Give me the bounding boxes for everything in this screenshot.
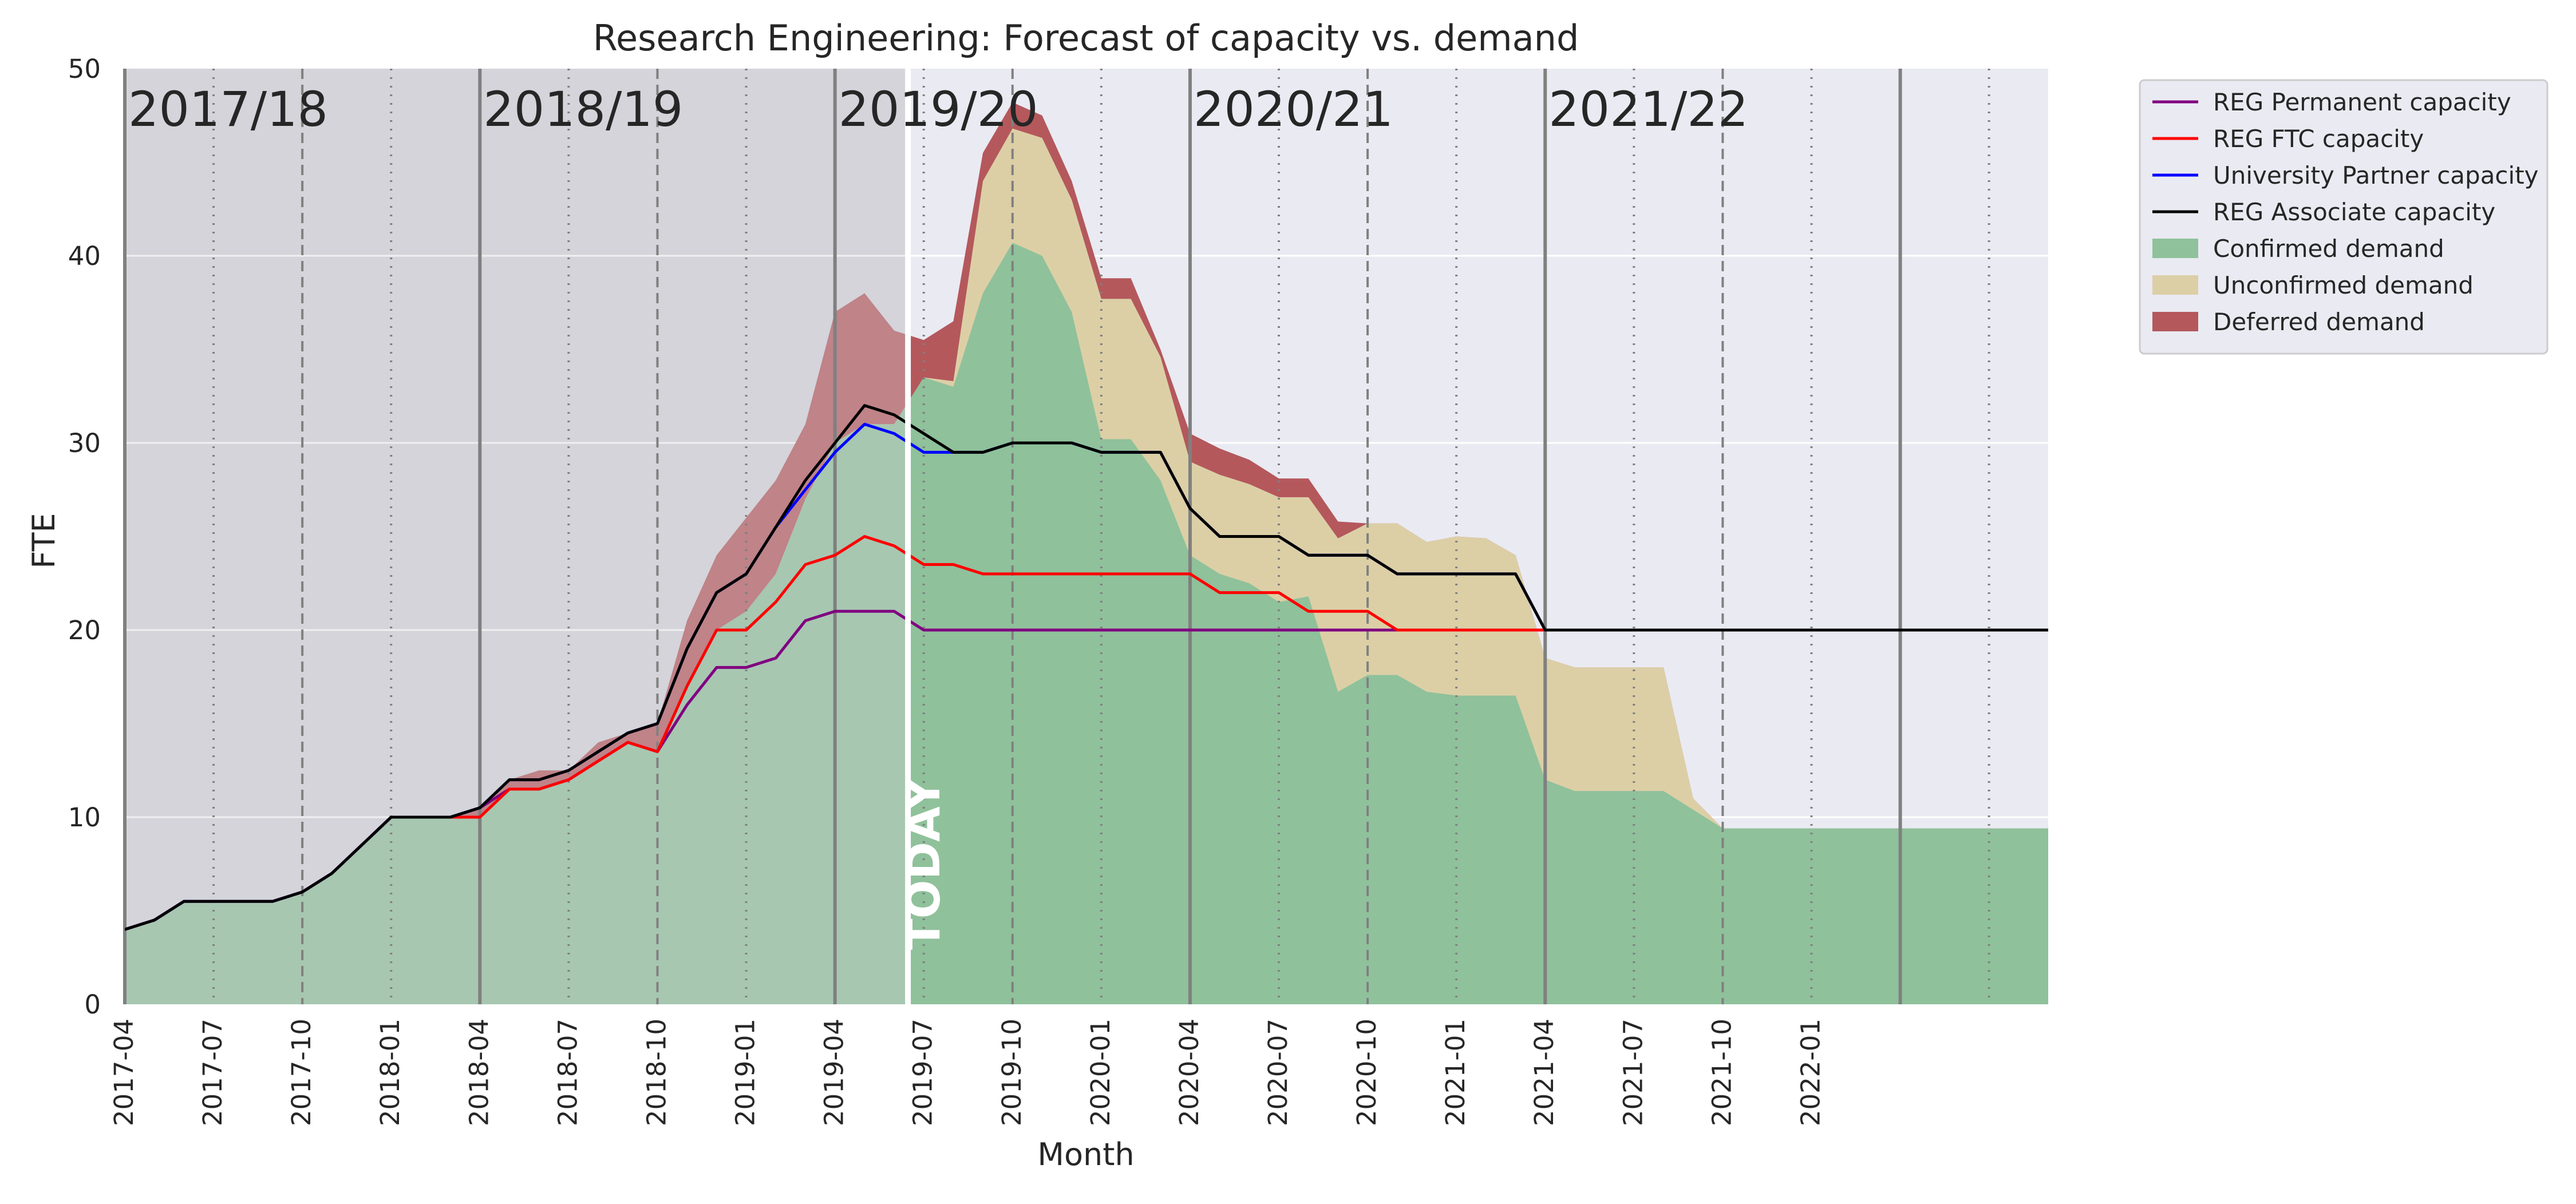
legend-item: REG Associate capacity (2152, 198, 2495, 226)
today-label: TODAY (897, 777, 950, 950)
legend-box (2139, 79, 2549, 355)
financial-year-label: 2019/20 (839, 81, 1038, 137)
x-tick-label: 2018-04 (464, 1019, 494, 1126)
x-tick-label: 2017-07 (197, 1019, 228, 1126)
legend-label: REG Associate capacity (2213, 198, 2495, 226)
x-tick-label: 2019-10 (997, 1019, 1027, 1126)
financial-year-label: 2017/18 (128, 81, 328, 137)
legend-label: Confirmed demand (2213, 235, 2444, 263)
demand-areas (125, 102, 2048, 1004)
y-tick-label: 20 (68, 615, 101, 645)
financial-year-label: 2020/21 (1194, 81, 1393, 137)
x-tick-label: 2018-10 (641, 1019, 671, 1126)
legend-label: Unconfirmed demand (2213, 271, 2474, 299)
line-reg-associate-capacity (125, 404, 2048, 931)
x-tick-label: 2022-01 (1795, 1019, 1826, 1126)
legend-swatch-deferred-demand (2152, 312, 2198, 331)
y-tick-label: 50 (68, 54, 101, 84)
y-tick-label: 30 (68, 428, 101, 458)
legend-item: Confirmed demand (2152, 235, 2444, 263)
legend-item: Unconfirmed demand (2152, 271, 2474, 299)
legend-label: University Partner capacity (2213, 161, 2539, 189)
x-tick-label: 2019-07 (908, 1019, 938, 1126)
x-tick-label: 2017-10 (286, 1019, 317, 1126)
x-tick-label: 2019-01 (730, 1019, 761, 1126)
financial-year-label: 2018/19 (483, 81, 683, 137)
x-tick-label: 2017-04 (109, 1019, 139, 1126)
y-tick-label: 40 (68, 241, 101, 271)
x-tick-label: 2020-07 (1263, 1019, 1293, 1126)
legend-item: REG FTC capacity (2152, 125, 2424, 153)
legend-swatch-unconfirmed-demand (2152, 275, 2198, 295)
financial-year-label: 2021/22 (1548, 81, 1748, 137)
area-confirmed-demand (125, 243, 2048, 1004)
x-tick-label: 2021-04 (1529, 1019, 1559, 1126)
legend-item: University Partner capacity (2152, 161, 2539, 189)
y-tick-label: 0 (84, 989, 101, 1020)
x-tick-label: 2020-01 (1085, 1019, 1116, 1126)
legend-label: REG Permanent capacity (2213, 88, 2511, 116)
past-shaded-overlay (125, 69, 908, 1004)
x-tick-label: 2021-10 (1706, 1019, 1737, 1126)
legend-swatch-confirmed-demand (2152, 239, 2198, 258)
x-tick-label: 2021-01 (1440, 1019, 1471, 1126)
y-tick-label: 10 (68, 802, 101, 833)
legend-label: Deferred demand (2213, 308, 2425, 336)
x-axis-label: Month (1037, 1136, 1134, 1173)
legend-item: REG Permanent capacity (2152, 88, 2511, 116)
legend-item: Deferred demand (2152, 308, 2425, 336)
x-tick-label: 2018-07 (552, 1019, 583, 1126)
capacity-lines (125, 404, 2048, 931)
x-tick-label: 2020-10 (1352, 1019, 1382, 1126)
legend-label: REG FTC capacity (2213, 125, 2424, 153)
chart-title: Research Engineering: Forecast of capaci… (593, 17, 1579, 59)
x-tick-label: 2020-04 (1174, 1019, 1204, 1126)
x-tick-label: 2019-04 (819, 1019, 850, 1126)
x-tick-label: 2021-07 (1618, 1019, 1648, 1126)
x-tick-label: 2018-01 (375, 1019, 405, 1126)
y-axis-label: FTE (26, 513, 62, 568)
